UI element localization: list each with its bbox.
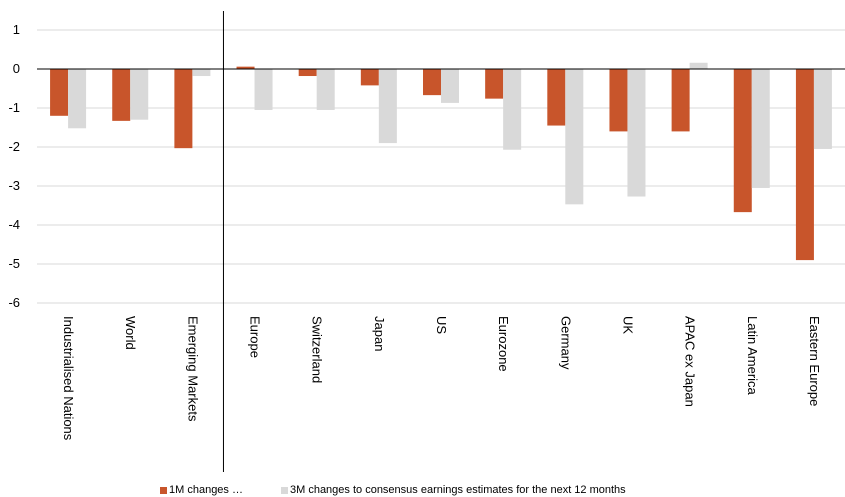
x-tick-label: US xyxy=(434,316,449,334)
bar-1m xyxy=(423,69,441,96)
bar-1m xyxy=(485,69,504,99)
y-tick-label: -5 xyxy=(8,256,20,271)
bar-1m xyxy=(174,69,193,149)
bar-1m xyxy=(547,69,566,126)
x-tick-label: Industrialised Nations xyxy=(61,316,76,441)
legend: 1M changes … 3M changes to consensus ear… xyxy=(160,483,664,497)
bar-3m xyxy=(68,69,87,129)
bar-1m xyxy=(50,69,69,116)
bar-3m xyxy=(627,69,646,197)
y-tick-label: -1 xyxy=(8,100,20,115)
x-tick-label: Germany xyxy=(558,316,573,370)
legend-swatch-3m xyxy=(280,486,288,494)
bar-1m xyxy=(112,69,131,121)
bar-3m xyxy=(689,62,708,69)
bar-3m xyxy=(751,69,770,188)
bar-1m xyxy=(733,69,752,213)
y-tick-label: -4 xyxy=(8,217,20,232)
legend-swatch-1m xyxy=(160,486,167,494)
bar-3m xyxy=(192,69,211,77)
bar-1m xyxy=(236,66,255,69)
y-tick-label: 0 xyxy=(13,61,20,76)
bar-3m xyxy=(441,69,459,103)
bar-3m xyxy=(565,69,584,205)
y-tick-label: -2 xyxy=(8,139,20,154)
bar-3m xyxy=(378,69,397,144)
y-tick-label: 1 xyxy=(13,22,20,37)
x-tick-label: UK xyxy=(620,316,635,334)
x-tick-label: Latin America xyxy=(745,316,760,396)
bar-1m xyxy=(360,69,379,86)
legend-item-3m: 3M changes to consensus earnings estimat… xyxy=(280,484,626,496)
x-tick-label: Emerging Markets xyxy=(185,316,200,422)
bar-1m xyxy=(609,69,628,132)
bar-1m xyxy=(298,69,317,77)
x-tick-label: World xyxy=(123,316,138,350)
bar-3m xyxy=(316,69,335,110)
legend-item-1m: 1M changes … xyxy=(160,484,243,496)
bar-3m xyxy=(813,69,832,149)
x-tick-label: Switzerland xyxy=(310,316,325,383)
bar-3m xyxy=(503,69,522,150)
x-tick-label: APAC ex Japan xyxy=(683,316,698,407)
x-tick-label: Eastern Europe xyxy=(807,316,822,406)
legend-label-1m: 1M changes … xyxy=(169,484,243,496)
y-tick-label: -3 xyxy=(8,178,20,193)
y-tick-label: -6 xyxy=(8,295,20,310)
bar-3m xyxy=(254,69,273,110)
legend-label-3m: 3M changes to consensus earnings estimat… xyxy=(289,484,626,496)
x-tick-label: Eurozone xyxy=(496,316,511,372)
x-tick-label: Europe xyxy=(248,316,263,358)
bar-chart: 1 0 -1 -2 -3 -4 -5 -6 Industrialised Nations Worl… xyxy=(8,11,845,472)
bar-1m xyxy=(671,69,690,132)
bar-1m xyxy=(795,69,814,261)
x-tick-label: Japan xyxy=(372,316,387,351)
bar-3m xyxy=(130,69,149,120)
